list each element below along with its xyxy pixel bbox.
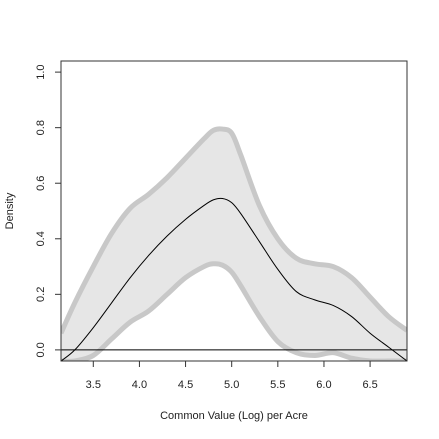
y-tick-label: 0.8 [35,120,47,135]
y-tick-label: 1.0 [35,64,47,79]
upper-bound-line [61,126,407,335]
y-axis: 0.0 0.2 0.4 0.6 0.8 1.0 [35,64,61,358]
density-estimate-line [61,197,407,361]
y-tick-label: 0.2 [35,287,47,302]
confidence-band [61,128,407,361]
x-tick-label: 6.0 [316,379,331,391]
y-axis-title: Density [4,192,16,229]
y-tick-label: 0.6 [35,176,47,191]
y-tick-label: 0.0 [35,342,47,357]
x-tick-label: 5.0 [224,379,239,391]
lower-bound-line [61,261,407,361]
x-axis: 3.5 4.0 4.5 5.0 5.5 6.0 6.5 [86,361,378,391]
x-tick-label: 5.5 [270,379,285,391]
x-axis-title: Common Value (Log) per Acre [160,410,308,422]
x-tick-label: 4.0 [132,379,147,391]
x-tick-label: 6.5 [362,379,377,391]
x-tick-label: 4.5 [178,379,193,391]
plot-frame [60,60,408,362]
y-tick-label: 0.4 [35,231,47,246]
x-tick-label: 3.5 [86,379,101,391]
